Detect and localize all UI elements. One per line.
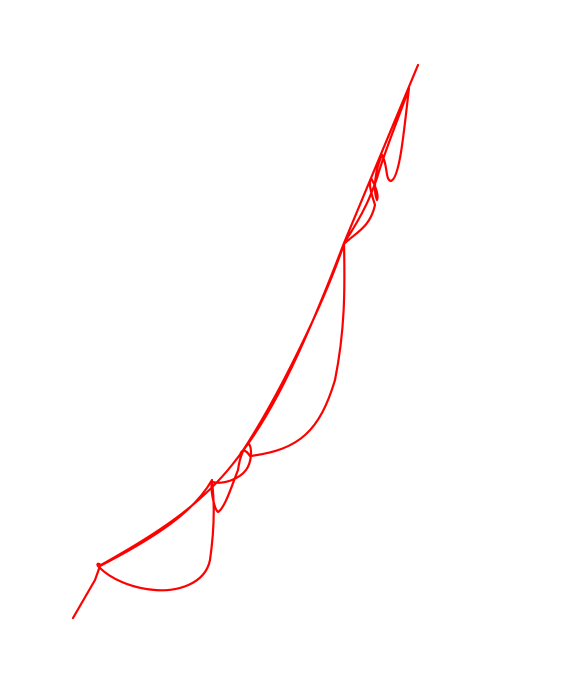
stroke-group [71,63,420,620]
red-line-stroke [71,63,420,620]
